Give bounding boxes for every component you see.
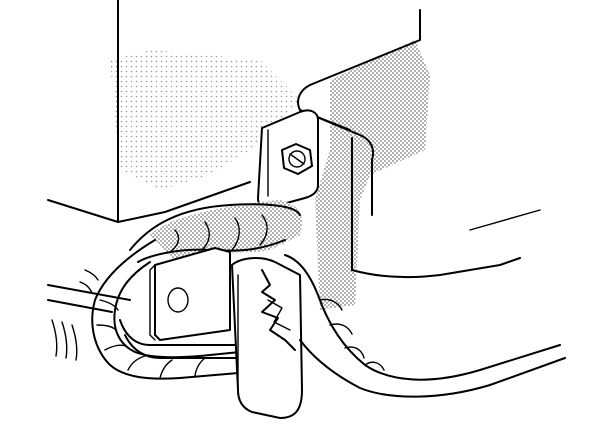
loop-wrap-4 [127, 355, 146, 371]
housing-top-edge [309, 9, 421, 86]
housing [47, 0, 541, 310]
cable-right-wrap-3 [344, 346, 365, 359]
clamp-base-strap [119, 319, 241, 346]
cable-right-lower [299, 339, 566, 398]
wrapped-cable-icon [129, 200, 302, 263]
housing-base-line [351, 257, 521, 279]
bolt-head-icon [281, 143, 313, 175]
housing-lower-edge [47, 181, 251, 223]
torn-edge-inner [267, 299, 291, 331]
cable-right-wrap-1 [319, 298, 343, 311]
loop-outer [91, 239, 251, 380]
clamp-plate [154, 247, 231, 341]
clamp-base-strap-lower [124, 334, 241, 359]
cable-upper [129, 203, 301, 251]
motion-lines-upper [79, 269, 99, 294]
clamp-hole [167, 287, 189, 313]
loop-wrap-5 [159, 359, 173, 379]
rod-bottom [47, 299, 113, 313]
cable-wrap-4 [259, 214, 268, 246]
clamp-plate-side [149, 264, 156, 341]
housing-shade-top [110, 50, 300, 190]
loop-wrap-3 [104, 344, 127, 351]
clamp-plate-icon [119, 247, 241, 359]
cable-right-wrap-4 [364, 361, 385, 371]
housing-shade-right [315, 40, 430, 310]
cable-wrap-1 [169, 229, 180, 253]
cable-shade [150, 200, 302, 260]
cable-right-upper [284, 254, 561, 381]
cable-wrap-2 [201, 221, 210, 251]
rod-icon [47, 284, 131, 313]
loop-wrap-1 [99, 299, 119, 311]
housing-right-face [297, 84, 375, 216]
front-block [231, 257, 303, 419]
cable-right-wrap-2 [329, 323, 353, 335]
bracket [257, 109, 319, 210]
loop-wrap-6 [194, 357, 206, 377]
housing-right-contour [469, 209, 541, 231]
rod-top [47, 284, 131, 301]
cable-wrap-3 [231, 217, 240, 251]
motion-lines-left [51, 319, 78, 361]
torn-edge [261, 269, 296, 351]
loop-wrap-2 [96, 324, 117, 331]
insulation-tape-icon [231, 254, 566, 419]
